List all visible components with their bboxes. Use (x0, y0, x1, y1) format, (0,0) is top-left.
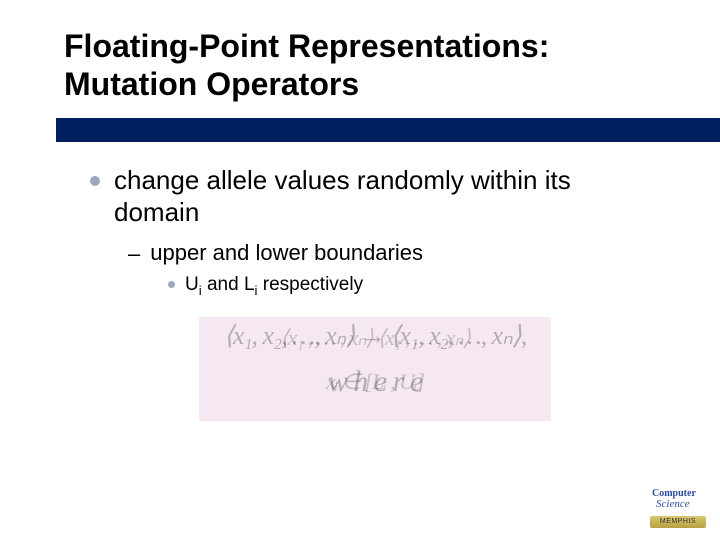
formula-layer: xᵢ ∈ [Lᵢ , Uᵢ] (199, 369, 551, 395)
bullet-dot-icon (168, 281, 175, 288)
accent-bar (56, 118, 720, 142)
body: change allele values randomly within its… (0, 142, 720, 421)
bullet-dot-icon (90, 176, 100, 186)
logo-text-2: Science (656, 498, 690, 510)
l3-mid: and L (202, 274, 255, 295)
bullet-l3-text: Ui and Li respectively (185, 273, 363, 299)
formula-content: ⟨x₁, x₂, …, xₙ⟩ → ⟨x₁, x₂, …, xₙ⟩,⟨x₁ , … (199, 317, 551, 421)
l3-post: respectively (258, 274, 364, 295)
slide-title: Floating-Point Representations: Mutation… (0, 28, 720, 112)
title-line-1: Floating-Point Representations: (64, 28, 720, 66)
logo-band: MEMPHIS (650, 516, 706, 528)
formula-layer: ⟨x₁ , … , xₙ⟩ ⟨x₁ , … , xₙ⟩ (199, 325, 551, 351)
dash-icon: – (128, 241, 140, 267)
slide: Floating-Point Representations: Mutation… (0, 0, 720, 540)
bullet-level-3: Ui and Li respectively (168, 273, 660, 299)
bullet-l2-text: upper and lower boundaries (150, 239, 423, 267)
l3-pre: U (185, 274, 199, 295)
footer-logo: Computer Science MEMPHIS (650, 488, 706, 528)
formula-image: ⟨x₁, x₂, …, xₙ⟩ → ⟨x₁, x₂, …, xₙ⟩,⟨x₁ , … (199, 317, 551, 421)
bullet-level-1: change allele values randomly within its… (90, 164, 660, 229)
title-line-2: Mutation Operators (64, 66, 720, 104)
bullet-l1-text: change allele values randomly within its… (114, 164, 660, 229)
bullet-level-2: – upper and lower boundaries (128, 239, 660, 267)
